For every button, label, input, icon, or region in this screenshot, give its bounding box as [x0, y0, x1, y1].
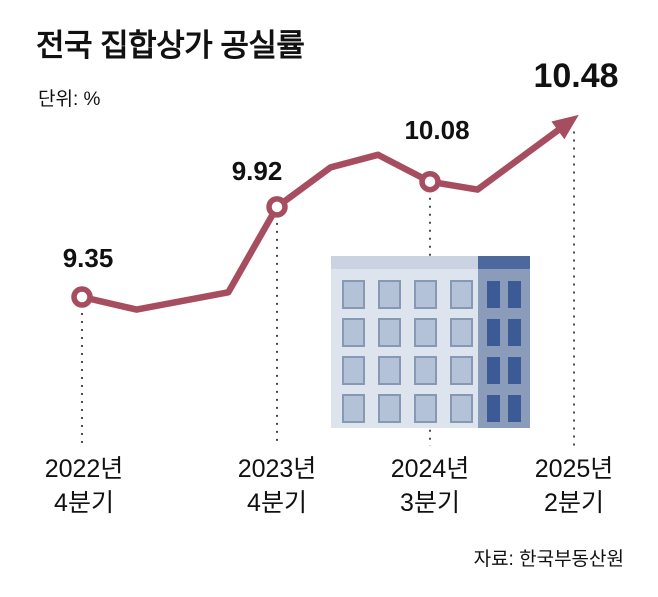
trend-arrowhead-icon [551, 114, 579, 140]
axis-label-quarter: 2분기 [544, 489, 604, 517]
building-window [414, 394, 437, 423]
building-window [450, 394, 473, 423]
building-window [378, 280, 401, 309]
axis-label-quarter: 4분기 [54, 489, 114, 517]
building-window [414, 280, 437, 309]
building-side-window [508, 395, 521, 422]
axis-label-year: 2025년 [534, 455, 614, 483]
building-side-window [487, 357, 500, 384]
value-label-2023q4: 9.92 [231, 156, 283, 186]
value-label-2022q4: 9.35 [62, 243, 114, 273]
axis-label-2023q4: 2023년 4분기 [238, 452, 317, 520]
axis-label-2022q4: 2022년 4분기 [45, 452, 124, 520]
building-window [378, 394, 401, 423]
building-side-window [508, 357, 521, 384]
building-side-window [487, 395, 500, 422]
building-illustration [331, 256, 530, 428]
building-window [342, 356, 365, 385]
axis-label-year: 2024년 [390, 455, 470, 483]
building-window [450, 280, 473, 309]
trend-polyline [78, 124, 565, 313]
building-roof-front [331, 256, 478, 269]
data-point-marker [266, 196, 288, 218]
data-point-marker [419, 170, 441, 193]
source-credit: 자료: 한국부동산원 [473, 549, 624, 570]
value-label-2025q2: 10.48 [533, 57, 619, 95]
building-roof-side [478, 256, 530, 269]
unit-label: 단위: % [38, 89, 101, 110]
data-point-markers [71, 170, 441, 308]
axis-label-2024q3: 2024년 3분기 [391, 452, 470, 520]
building-window [342, 280, 365, 309]
building-window [450, 356, 473, 385]
trend-line [78, 114, 579, 313]
axis-label-2025q2: 2025년 2분기 [535, 452, 614, 520]
data-point-marker [71, 286, 93, 308]
building-side-window [487, 319, 500, 346]
guide-dashed-lines [81, 131, 575, 446]
building-side-window [487, 281, 500, 308]
building-side-window [508, 281, 521, 308]
building-window [342, 318, 365, 347]
chart-title: 전국 집합상가 공실률 [36, 28, 305, 63]
building-side-window [508, 319, 521, 346]
building-window [342, 394, 365, 423]
axis-label-year: 2022년 [44, 455, 124, 483]
building-window [378, 356, 401, 385]
axis-label-year: 2023년 [237, 455, 317, 483]
building-side-wall [478, 269, 530, 428]
building-window [414, 356, 437, 385]
building-window [414, 318, 437, 347]
building-window [378, 318, 401, 347]
axis-label-quarter: 3분기 [400, 489, 460, 517]
building-window [450, 318, 473, 347]
axis-label-quarter: 4분기 [247, 489, 307, 517]
value-label-2024q3: 10.08 [404, 115, 470, 145]
